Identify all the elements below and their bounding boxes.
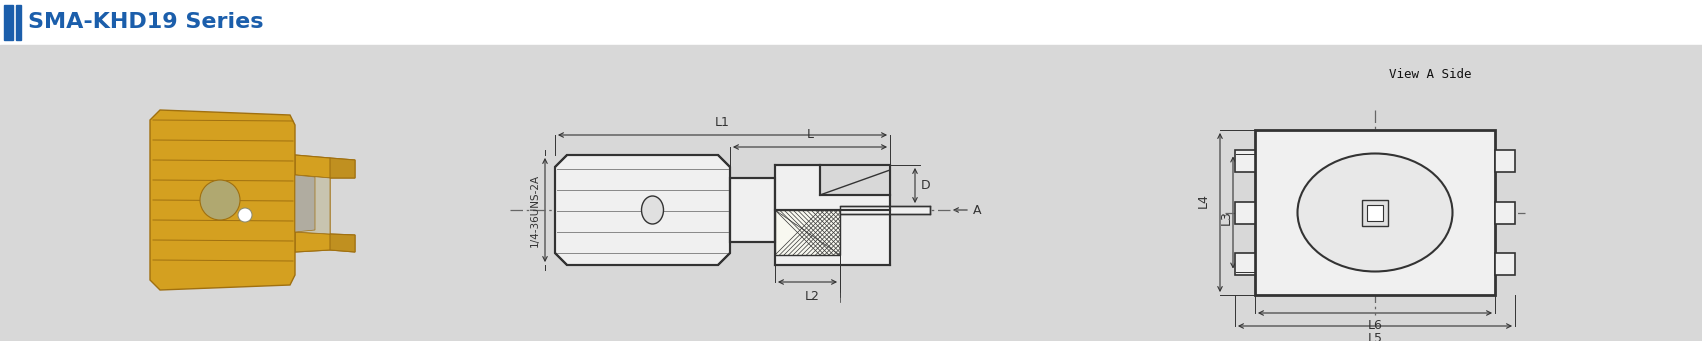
Text: L5: L5	[1367, 332, 1382, 341]
Bar	[1494, 202, 1515, 223]
Polygon shape	[294, 155, 330, 252]
Bar	[841, 206, 929, 214]
Bar	[1236, 253, 1254, 275]
Bar	[1367, 205, 1384, 221]
Bar	[1254, 130, 1494, 295]
Bar	[730, 178, 774, 242]
Text: SMA-KHD19 Series: SMA-KHD19 Series	[27, 13, 264, 32]
Text: L6: L6	[1368, 319, 1382, 332]
Circle shape	[238, 208, 252, 222]
Bar	[15, 5, 20, 40]
Polygon shape	[150, 110, 294, 290]
Ellipse shape	[642, 196, 664, 224]
Polygon shape	[330, 234, 356, 252]
Bar	[1236, 150, 1254, 172]
Polygon shape	[294, 175, 315, 232]
Bar	[1494, 150, 1515, 172]
Circle shape	[201, 180, 240, 220]
Bar	[1494, 253, 1515, 275]
Text: A: A	[974, 205, 982, 218]
Bar	[774, 210, 890, 265]
Text: L: L	[807, 128, 814, 141]
Text: L4: L4	[1197, 193, 1210, 208]
Bar	[820, 165, 890, 195]
Bar	[1362, 199, 1389, 225]
Bar	[0, 0, 1702, 45]
Polygon shape	[294, 155, 356, 178]
Bar	[3, 5, 14, 40]
Text: L2: L2	[805, 290, 820, 303]
Text: D: D	[921, 179, 931, 192]
Text: L1: L1	[715, 116, 730, 129]
Text: View A Side: View A Side	[1389, 69, 1471, 81]
Bar	[1236, 202, 1254, 223]
Bar	[0, 45, 1702, 341]
Bar	[774, 165, 890, 210]
Polygon shape	[294, 232, 356, 252]
Ellipse shape	[1297, 153, 1452, 271]
Polygon shape	[330, 158, 356, 178]
Polygon shape	[294, 175, 330, 234]
Polygon shape	[555, 155, 730, 265]
Text: L3: L3	[1220, 210, 1232, 225]
Text: 1/4-36UNS-2A: 1/4-36UNS-2A	[529, 174, 540, 247]
Bar	[774, 210, 841, 255]
Bar	[730, 178, 774, 242]
